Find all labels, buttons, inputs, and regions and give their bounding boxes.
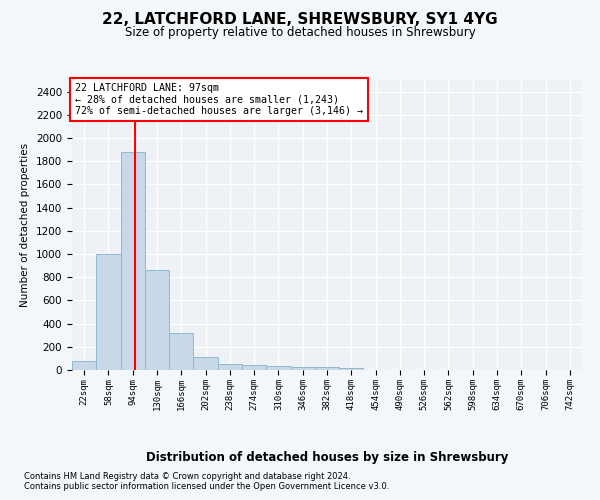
Bar <box>169 333 193 370</box>
Bar <box>96 254 121 370</box>
Y-axis label: Number of detached properties: Number of detached properties <box>20 143 31 307</box>
Bar <box>145 270 169 370</box>
Text: 22, LATCHFORD LANE, SHREWSBURY, SY1 4YG: 22, LATCHFORD LANE, SHREWSBURY, SY1 4YG <box>102 12 498 28</box>
Bar <box>266 366 290 370</box>
Text: Contains public sector information licensed under the Open Government Licence v3: Contains public sector information licen… <box>24 482 389 491</box>
Text: Size of property relative to detached houses in Shrewsbury: Size of property relative to detached ho… <box>125 26 475 39</box>
Bar <box>290 366 315 370</box>
Bar <box>72 360 96 370</box>
Text: Distribution of detached houses by size in Shrewsbury: Distribution of detached houses by size … <box>146 451 508 464</box>
Bar <box>193 357 218 370</box>
Bar <box>315 367 339 370</box>
Bar <box>339 368 364 370</box>
Text: Contains HM Land Registry data © Crown copyright and database right 2024.: Contains HM Land Registry data © Crown c… <box>24 472 350 481</box>
Bar <box>218 364 242 370</box>
Text: 22 LATCHFORD LANE: 97sqm
← 28% of detached houses are smaller (1,243)
72% of sem: 22 LATCHFORD LANE: 97sqm ← 28% of detach… <box>74 83 362 116</box>
Bar <box>121 152 145 370</box>
Bar <box>242 366 266 370</box>
